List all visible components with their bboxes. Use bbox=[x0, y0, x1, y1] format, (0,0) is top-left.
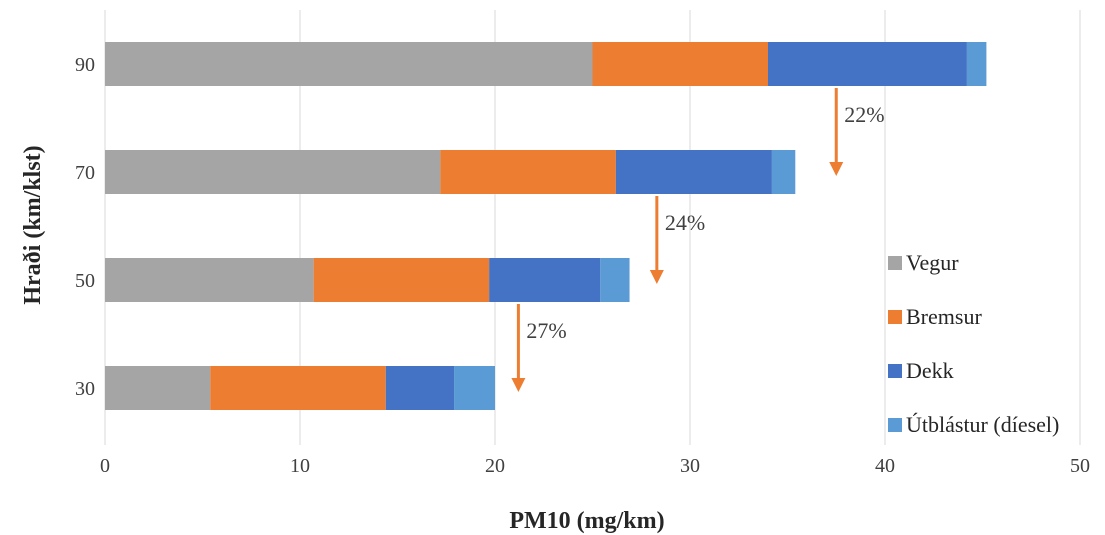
y-tick-labels: 90 70 50 30 bbox=[75, 54, 95, 400]
x-tick-label: 0 bbox=[100, 455, 110, 477]
x-tick-label: 50 bbox=[1070, 455, 1090, 477]
annotation-arrow-head bbox=[829, 162, 844, 176]
bar-segment bbox=[771, 150, 796, 194]
y-tick-label: 50 bbox=[75, 270, 95, 292]
bar-segment bbox=[105, 366, 211, 410]
legend-swatch bbox=[888, 418, 902, 432]
bar-segment bbox=[768, 42, 967, 86]
bar-segment bbox=[105, 258, 314, 302]
y-tick-label: 90 bbox=[75, 54, 95, 76]
x-tick-labels: 0 10 20 30 40 50 bbox=[100, 455, 1090, 477]
x-tick-label: 10 bbox=[290, 455, 310, 477]
x-tick-label: 40 bbox=[875, 455, 895, 477]
bar-segment bbox=[313, 258, 490, 302]
bars bbox=[105, 42, 987, 410]
legend-swatch bbox=[888, 256, 902, 270]
bar-segment bbox=[966, 42, 987, 86]
bar-segment bbox=[385, 366, 455, 410]
bar-segment bbox=[454, 366, 495, 410]
annotation-arrow-head bbox=[649, 270, 664, 284]
legend-label: Vegur bbox=[906, 250, 959, 275]
y-tick-label: 30 bbox=[75, 378, 95, 400]
bar-segment bbox=[210, 366, 386, 410]
x-axis-title: PM10 (mg/km) bbox=[509, 508, 664, 534]
bar-segment bbox=[592, 42, 768, 86]
bar-segment bbox=[105, 42, 593, 86]
annotation-label: 27% bbox=[526, 318, 566, 343]
legend-swatch bbox=[888, 364, 902, 378]
legend: Vegur Bremsur Dekk Útblástur (díesel) bbox=[888, 250, 1059, 437]
bar-segment bbox=[489, 258, 601, 302]
annotation-label: 22% bbox=[844, 102, 884, 127]
x-tick-label: 30 bbox=[680, 455, 700, 477]
legend-label: Bremsur bbox=[906, 304, 982, 329]
annotation-arrow-head bbox=[511, 378, 526, 392]
annotations: 22% 24% 27% bbox=[511, 88, 885, 392]
legend-label: Dekk bbox=[906, 358, 954, 383]
bar-segment bbox=[600, 258, 630, 302]
y-tick-label: 70 bbox=[75, 162, 95, 184]
annotation-label: 24% bbox=[665, 210, 705, 235]
y-axis-title: Hraði (km/klst) bbox=[20, 145, 46, 304]
legend-swatch bbox=[888, 310, 902, 324]
legend-label: Útblástur (díesel) bbox=[906, 412, 1059, 437]
x-tick-label: 20 bbox=[485, 455, 505, 477]
bar-segment bbox=[105, 150, 441, 194]
bar-segment bbox=[440, 150, 616, 194]
bar-segment bbox=[615, 150, 772, 194]
